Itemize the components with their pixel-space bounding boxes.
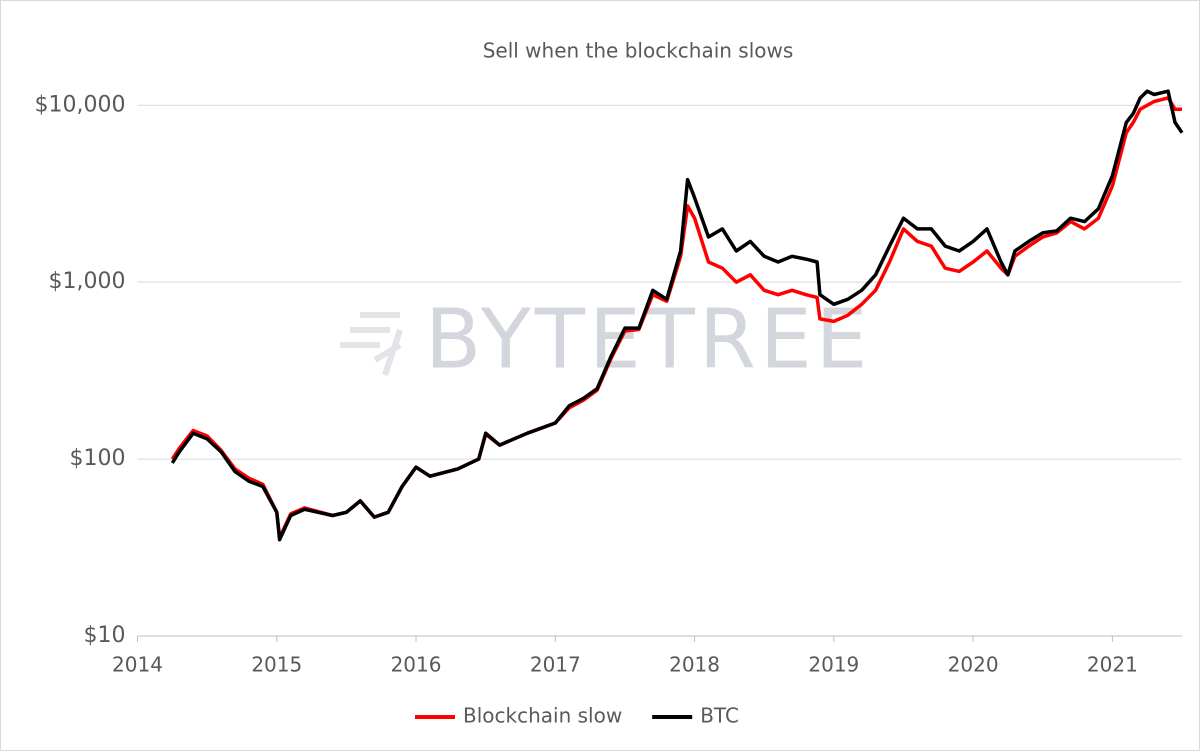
chart-title: Sell when the blockchain slows xyxy=(483,39,794,63)
x-tick-label: 2018 xyxy=(669,653,720,677)
x-tick-label: 2019 xyxy=(808,653,859,677)
y-tick-label: $1,000 xyxy=(49,269,126,294)
series-line xyxy=(170,89,1184,542)
x-tick-label: 2020 xyxy=(948,653,999,677)
legend-label: Blockchain slow xyxy=(463,704,622,728)
watermark-logo xyxy=(340,312,403,376)
legend-label: BTC xyxy=(700,704,739,728)
x-tick-label: 2015 xyxy=(251,653,302,677)
x-tick-label: 2016 xyxy=(391,653,442,677)
x-tick-label: 2014 xyxy=(112,653,163,677)
y-tick-label: $10,000 xyxy=(35,92,126,117)
y-tick-label: $10 xyxy=(84,623,126,648)
x-tick-label: 2021 xyxy=(1087,653,1138,677)
x-tick-label: 2017 xyxy=(530,653,581,677)
y-tick-label: $100 xyxy=(70,446,126,471)
